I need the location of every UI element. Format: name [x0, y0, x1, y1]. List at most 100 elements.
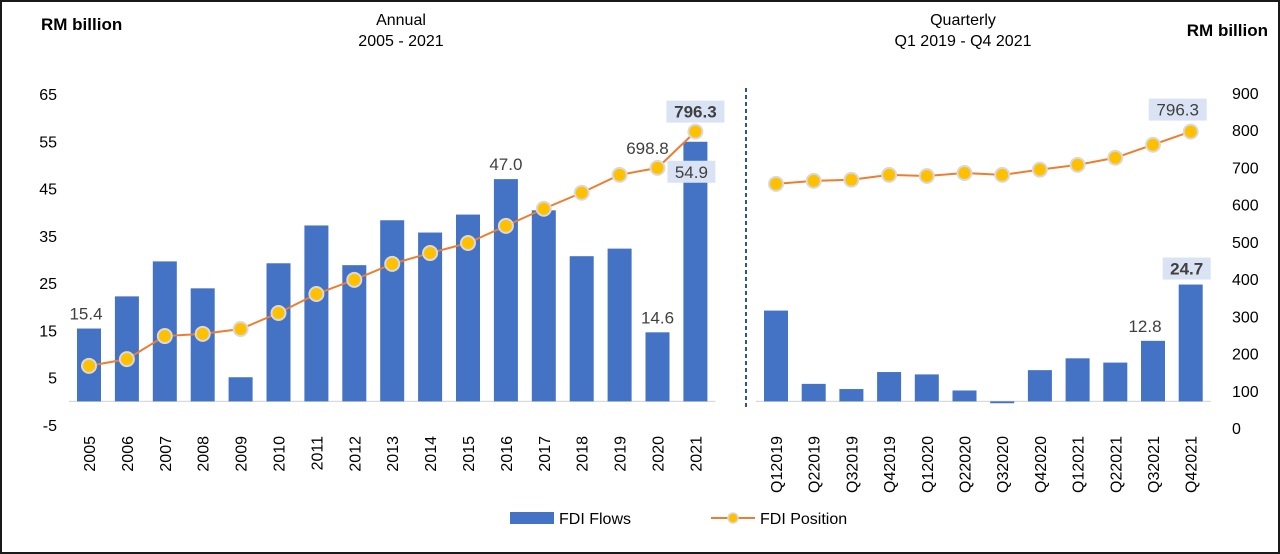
left-axis-tick-label: 65: [39, 87, 57, 104]
fdi-flows-bar: [683, 141, 708, 402]
data-label: 12.8: [1128, 317, 1161, 336]
left-axis-tick-label: 15: [39, 323, 57, 340]
x-axis-tick-label: 2017: [537, 436, 554, 472]
fdi-flows-bar: [1178, 284, 1203, 402]
fdi-flows-bar: [380, 220, 405, 402]
fdi-position-marker: [956, 165, 973, 182]
data-label: 24.7: [1170, 260, 1203, 279]
fdi-position-marker: [346, 271, 363, 288]
right-axis-tick-label: 800: [1232, 123, 1259, 140]
annual-title-line1: Annual: [376, 12, 426, 29]
x-axis-tick-label: Q22020: [958, 436, 975, 493]
right-axis-tick-label: 0: [1232, 421, 1241, 438]
annual-title-line2: 2005 - 2021: [358, 33, 444, 50]
fdi-flows-bars: [77, 141, 1203, 404]
fdi-flows-bar: [801, 383, 826, 402]
fdi-position-line: [775, 130, 1192, 185]
fdi-position-marker: [497, 217, 514, 234]
left-axis-tick-label: 45: [39, 182, 57, 199]
x-axis-tick-label: Q32021: [1146, 436, 1163, 493]
fdi-flows-bar: [1065, 358, 1090, 402]
fdi-position-marker: [422, 245, 439, 262]
fdi-position-marker: [81, 357, 97, 374]
x-axis-tick-label: 2019: [613, 436, 630, 472]
x-axis-tick-label: Q42021: [1184, 436, 1201, 493]
fdi-position-marker: [232, 320, 249, 337]
fdi-position-marker: [687, 123, 704, 140]
left-axis-tick-label: 5: [48, 371, 57, 388]
x-axis-tick-label: 2009: [234, 436, 251, 472]
x-axis-tick-label: Q42020: [1033, 436, 1050, 493]
x-axis-labels: 2005 2006 2007 2008 2009 2010 2011 2012 2013 2014…: [82, 436, 1201, 493]
fdi-flows-bar: [952, 390, 977, 402]
left-axis-tick-label: -5: [43, 418, 57, 435]
fdi-position-markers: [81, 123, 1199, 374]
fdi-flows-bar: [304, 225, 329, 402]
x-axis-tick-label: 2016: [499, 436, 516, 472]
legend-swatch-fdi-flows: [510, 512, 554, 524]
fdi-position-marker: [768, 175, 784, 192]
data-label-box: [1148, 98, 1207, 121]
quarterly-title-line1: Quarterly: [930, 12, 996, 29]
data-label-box: [1162, 257, 1211, 280]
fdi-position-marker: [535, 200, 552, 217]
fdi-flows-bar: [877, 372, 902, 402]
fdi-position-marker: [1145, 136, 1161, 153]
fdi-position-marker: [1069, 156, 1086, 173]
right-axis-ticks: 0 100 200 300 400 500 600 700 800 900: [1232, 86, 1259, 438]
right-axis-tick-label: 700: [1232, 160, 1259, 177]
fdi-flows-bar: [531, 210, 556, 402]
fdi-position-marker: [460, 235, 476, 252]
fdi-flows-bar: [839, 389, 864, 402]
x-axis-tick-label: 2012: [347, 436, 364, 472]
fdi-flows-bar: [228, 377, 253, 402]
right-axis-unit-label: RM billion: [1187, 21, 1268, 40]
x-axis-tick-label: Q12021: [1071, 436, 1088, 493]
data-label-box: [667, 160, 716, 183]
legend: FDI Flows FDI Position: [510, 511, 847, 528]
x-axis-tick-label: Q42019: [882, 436, 899, 493]
fdi-position-marker: [918, 168, 935, 185]
data-label-box: [666, 100, 725, 123]
fdi-flows-bar: [914, 374, 939, 402]
right-axis-tick-label: 400: [1232, 272, 1259, 289]
fdi-flows-bar: [266, 263, 291, 402]
data-label: 15.4: [69, 305, 102, 324]
left-axis-tick-label: 35: [39, 229, 57, 246]
fdi-position-marker: [843, 171, 860, 188]
x-axis-tick-label: 2011: [309, 436, 326, 471]
fdi-flows-bar: [342, 265, 367, 402]
fdi-position-marker: [881, 166, 898, 183]
x-axis-tick-label: 2005: [82, 436, 99, 472]
x-axis-tick-label: 2015: [461, 436, 478, 472]
legend-label-fdi-flows: FDI Flows: [559, 511, 631, 528]
x-axis-tick-label: 2021: [688, 436, 705, 472]
x-axis-tick-label: 2018: [575, 436, 592, 472]
data-label: 698.8: [626, 139, 669, 158]
fdi-flows-bar: [569, 256, 594, 402]
fdi-flows-bar: [1027, 370, 1052, 402]
fdi-position-marker: [308, 286, 325, 302]
fdi-position-marker: [194, 325, 211, 342]
fdi-flows-bar: [114, 296, 139, 402]
fdi-position-marker: [118, 351, 135, 368]
fdi-position-marker: [649, 159, 666, 176]
left-axis-tick-label: 25: [39, 276, 57, 293]
legend-label-fdi-position: FDI Position: [760, 511, 847, 528]
fdi-flows-bar: [1141, 340, 1165, 402]
data-label: 796.3: [674, 103, 717, 122]
x-axis-tick-label: 2013: [385, 436, 402, 472]
fdi-position-marker: [1107, 149, 1124, 166]
fdi-position-marker: [384, 255, 401, 272]
fdi-flows-bar: [1103, 362, 1128, 402]
right-axis-tick-label: 100: [1232, 384, 1259, 401]
data-labels: 15.4 47.0 14.6 54.9 698.8 796.3 12.8 24.7 796.3: [69, 98, 1211, 336]
x-axis-tick-label: Q12020: [920, 436, 937, 493]
x-axis-tick-label: 2006: [120, 436, 137, 472]
right-axis-tick-label: 300: [1232, 309, 1259, 326]
fdi-position-marker: [805, 172, 822, 189]
right-axis-tick-label: 500: [1232, 235, 1259, 252]
fdi-position-marker: [270, 304, 287, 321]
fdi-flows-bar: [607, 248, 632, 402]
